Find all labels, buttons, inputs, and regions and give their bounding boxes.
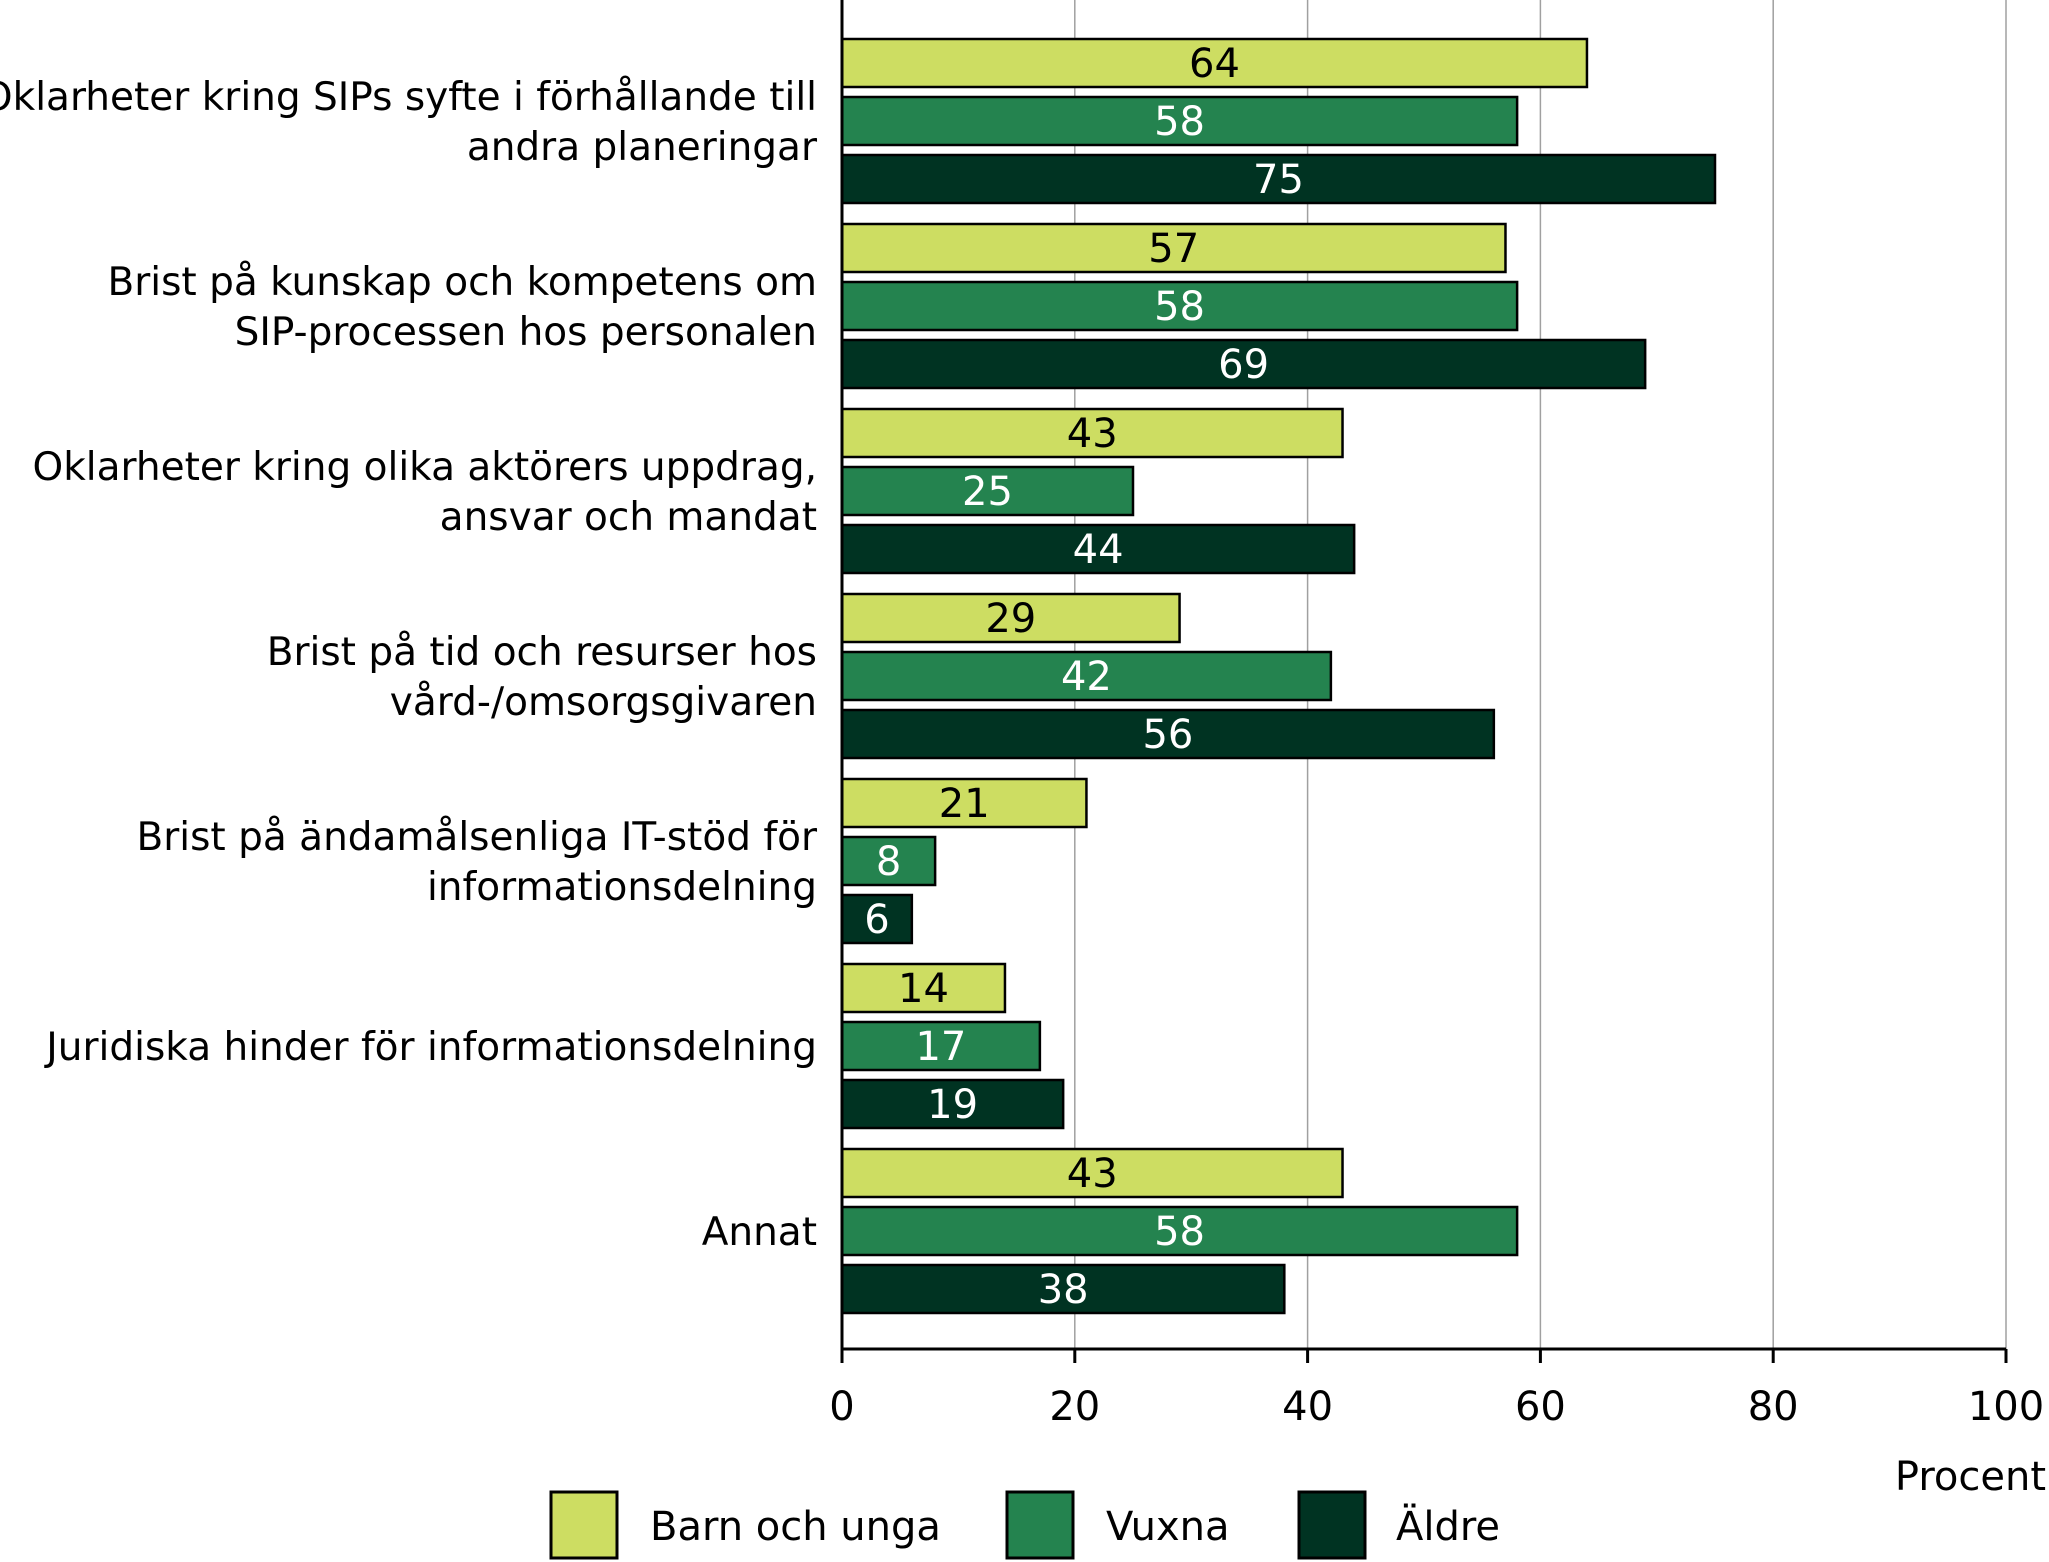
category-label: andra planeringar	[467, 125, 818, 170]
bar	[840, 280, 1519, 332]
x-axis-label: Procent	[1895, 1454, 2046, 1500]
bar	[840, 1020, 1042, 1072]
data-label: 8	[876, 839, 901, 885]
legend-swatch	[549, 1490, 619, 1560]
data-label: 42	[1061, 654, 1112, 700]
tick-label: 20	[1049, 1384, 1100, 1430]
tick-label: 60	[1515, 1384, 1566, 1430]
data-label: 75	[1253, 157, 1304, 203]
data-label: 25	[962, 469, 1013, 515]
data-label: 58	[1154, 1209, 1205, 1255]
data-label: 43	[1067, 411, 1118, 457]
bar	[840, 592, 1181, 644]
bar	[840, 650, 1333, 702]
bar	[840, 37, 1589, 89]
legend-label: Barn och unga	[650, 1504, 941, 1550]
data-label: 43	[1067, 1151, 1118, 1197]
bar	[840, 465, 1135, 517]
legend-swatch	[1005, 1490, 1075, 1560]
category-label: SIP-processen hos personalen	[235, 310, 817, 355]
bar	[840, 708, 1496, 760]
tick-label: 80	[1748, 1384, 1799, 1430]
bar	[840, 153, 1717, 205]
category-label: Juridiska hinder för informationsdelning	[43, 1025, 817, 1070]
bar	[840, 222, 1507, 274]
tick-label: 40	[1282, 1384, 1333, 1430]
tick-label: 0	[829, 1384, 854, 1430]
legend-swatch	[1297, 1490, 1367, 1560]
bar	[840, 962, 1007, 1014]
data-label: 21	[939, 781, 990, 827]
category-label: vård-/omsorgsgivaren	[390, 680, 817, 725]
category-label: Annat	[702, 1210, 817, 1255]
bar	[840, 1078, 1065, 1130]
data-label: 19	[927, 1082, 978, 1128]
data-label: 29	[985, 596, 1036, 642]
category-label: Brist på ändamålsenliga IT-stöd för	[136, 815, 817, 860]
category-label: Oklarheter kring SIPs syfte i förhålland…	[0, 75, 817, 120]
data-label: 64	[1189, 41, 1240, 87]
category-label: Brist på kunskap och kompetens om	[107, 260, 817, 305]
bar	[840, 338, 1647, 390]
data-label: 14	[898, 966, 949, 1012]
data-label: 57	[1148, 226, 1199, 272]
data-label: 58	[1154, 284, 1205, 330]
data-label: 17	[915, 1024, 966, 1070]
tick-label: 100	[1968, 1384, 2044, 1430]
bar	[840, 835, 937, 887]
category-label: ansvar och mandat	[440, 495, 817, 540]
data-label: 58	[1154, 99, 1205, 145]
legend-label: Äldre	[1396, 1502, 1500, 1550]
bar	[840, 407, 1344, 459]
data-label: 6	[864, 897, 889, 943]
category-label: Brist på tid och resurser hos	[267, 630, 817, 675]
legend-label: Vuxna	[1106, 1504, 1230, 1550]
data-label: 69	[1218, 342, 1269, 388]
bar	[840, 1147, 1344, 1199]
data-label: 56	[1142, 712, 1193, 758]
data-label: 44	[1073, 527, 1124, 573]
data-label: 38	[1038, 1267, 1089, 1313]
category-label: informationsdelning	[427, 865, 817, 910]
category-label: Oklarheter kring olika aktörers uppdrag,	[33, 445, 817, 490]
